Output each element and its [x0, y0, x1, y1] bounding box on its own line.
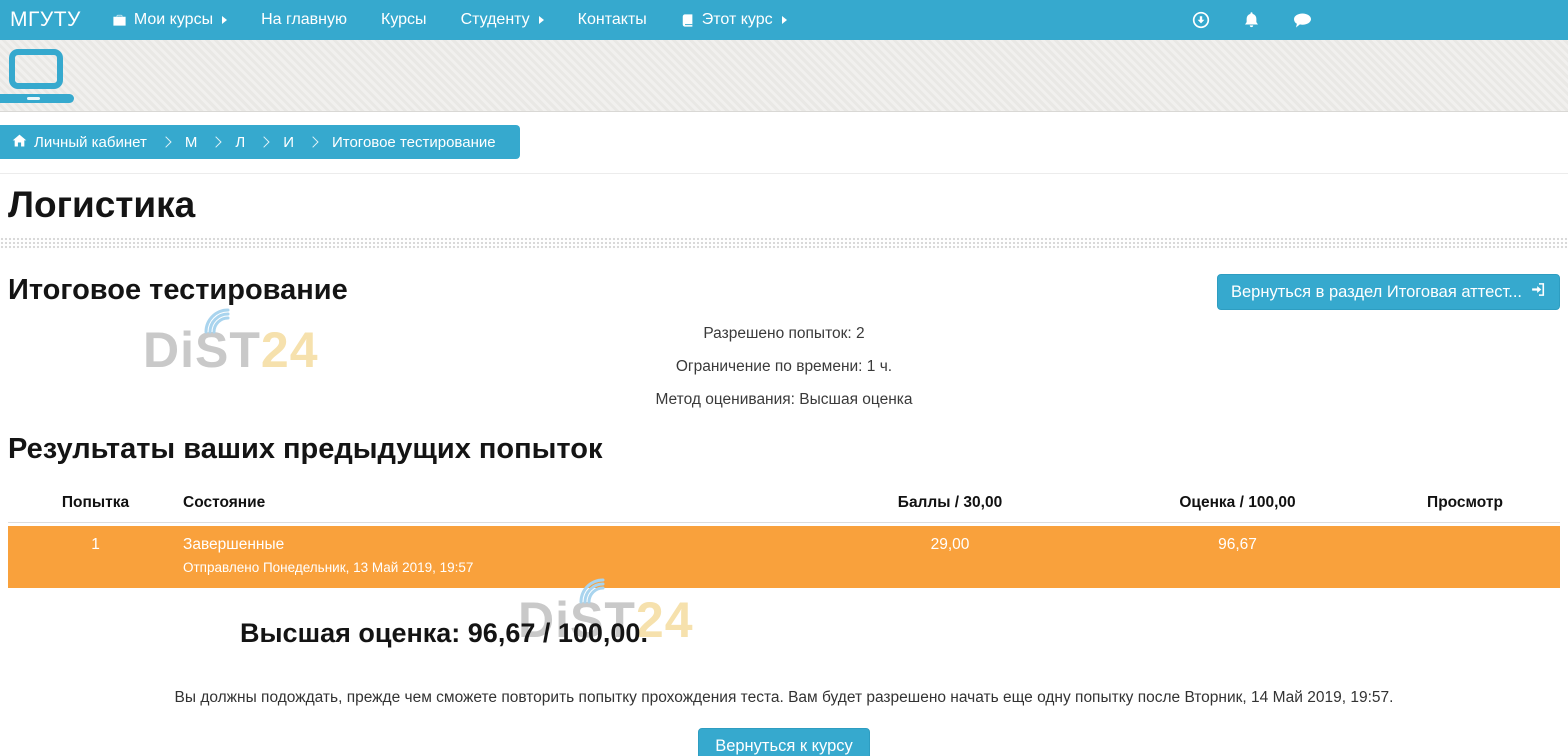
breadcrumb: Личный кабинет М Л И Итоговое тестирован…: [0, 125, 520, 159]
column-marks: Баллы / 30,00: [897, 494, 1003, 511]
laptop-icon[interactable]: [9, 49, 63, 89]
breadcrumb-separator: [210, 136, 223, 148]
breadcrumb-item-l[interactable]: Л: [235, 133, 246, 151]
chevron-right-icon: [222, 16, 228, 24]
cell-attempt-number: 1: [91, 536, 100, 553]
cell-grade: 96,67: [1218, 536, 1257, 553]
table-row: 1 Завершенные Отправлено Понедельник, 13…: [8, 526, 1560, 588]
chevron-right-icon: [781, 16, 787, 24]
dotted-divider: [0, 236, 1568, 249]
column-grade: Оценка / 100,00: [1179, 494, 1296, 511]
back-to-course-button[interactable]: Вернуться к курсу: [698, 728, 870, 756]
quiz-info: Разрешено попыток: 2 Ограничение по врем…: [0, 325, 1568, 409]
nav-item-this-course[interactable]: Этот курс: [664, 0, 804, 40]
chevron-right-icon: [538, 16, 544, 24]
table-header-row: Попытка Состояние Баллы / 30,00 Оценка /…: [8, 485, 1560, 523]
wait-message: Вы должны подождать, прежде чем сможете …: [174, 689, 1394, 706]
book-icon: [681, 13, 695, 28]
laptop-icon-base: [0, 94, 74, 103]
briefcase-icon: [112, 13, 127, 28]
nav-item-my-courses[interactable]: Мои курсы: [95, 0, 244, 40]
state-label: Завершенные: [183, 536, 285, 553]
home-icon: [12, 134, 27, 151]
course-title: Логистика: [8, 184, 196, 225]
breadcrumb-separator: [307, 136, 319, 148]
nav-item-student[interactable]: Студенту: [444, 0, 561, 40]
download-circle-icon[interactable]: [1192, 11, 1210, 29]
attempts-table: Попытка Состояние Баллы / 30,00 Оценка /…: [8, 485, 1560, 588]
divider: [0, 173, 1568, 174]
column-state: Состояние: [183, 494, 266, 511]
logo-band: [0, 40, 1568, 112]
sign-in-icon: [1531, 282, 1546, 302]
state-detail: Отправлено Понедельник, 13 Май 2019, 19:…: [183, 560, 474, 575]
cell-state: Завершенные Отправлено Понедельник, 13 М…: [183, 536, 795, 576]
column-review: Просмотр: [1427, 494, 1503, 511]
results-heading: Результаты ваших предыдущих попыток: [8, 433, 603, 465]
nav-item-home[interactable]: На главную: [261, 11, 348, 28]
top-navbar: МГУТУ Мои курсы На главную Курсы Студент…: [0, 0, 1568, 40]
time-limit: Ограничение по времени: 1 ч.: [675, 358, 893, 375]
navbar-icon-group: [1192, 0, 1312, 40]
breadcrumb-separator: [160, 136, 172, 148]
breadcrumb-item-m[interactable]: М: [184, 133, 198, 151]
bell-icon[interactable]: [1243, 11, 1260, 29]
cell-review: [1370, 536, 1560, 576]
attempts-allowed: Разрешено попыток: 2: [703, 325, 865, 342]
quiz-title: Итоговое тестирование: [8, 274, 348, 306]
breadcrumb-item-current: Итоговое тестирование: [331, 133, 496, 151]
back-to-section-button[interactable]: Вернуться в раздел Итоговая аттест...: [1217, 274, 1560, 310]
brand-logo[interactable]: МГУТУ: [10, 8, 81, 31]
breadcrumb-item-i[interactable]: И: [283, 133, 294, 151]
grading-method: Метод оценивания: Высшая оценка: [655, 391, 913, 408]
nav-item-courses[interactable]: Курсы: [381, 11, 427, 28]
breadcrumb-dashboard[interactable]: Личный кабинет: [12, 134, 147, 151]
messages-icon[interactable]: [1293, 12, 1312, 29]
final-grade-summary: Высшая оценка: 96,67 / 100,00.: [240, 618, 648, 648]
breadcrumb-separator: [258, 136, 270, 148]
nav-item-contacts[interactable]: Контакты: [577, 11, 647, 28]
nav-menu: Мои курсы На главную Курсы Студенту Конт…: [95, 0, 804, 40]
cell-marks: 29,00: [930, 536, 970, 553]
column-attempt: Попытка: [61, 494, 130, 511]
